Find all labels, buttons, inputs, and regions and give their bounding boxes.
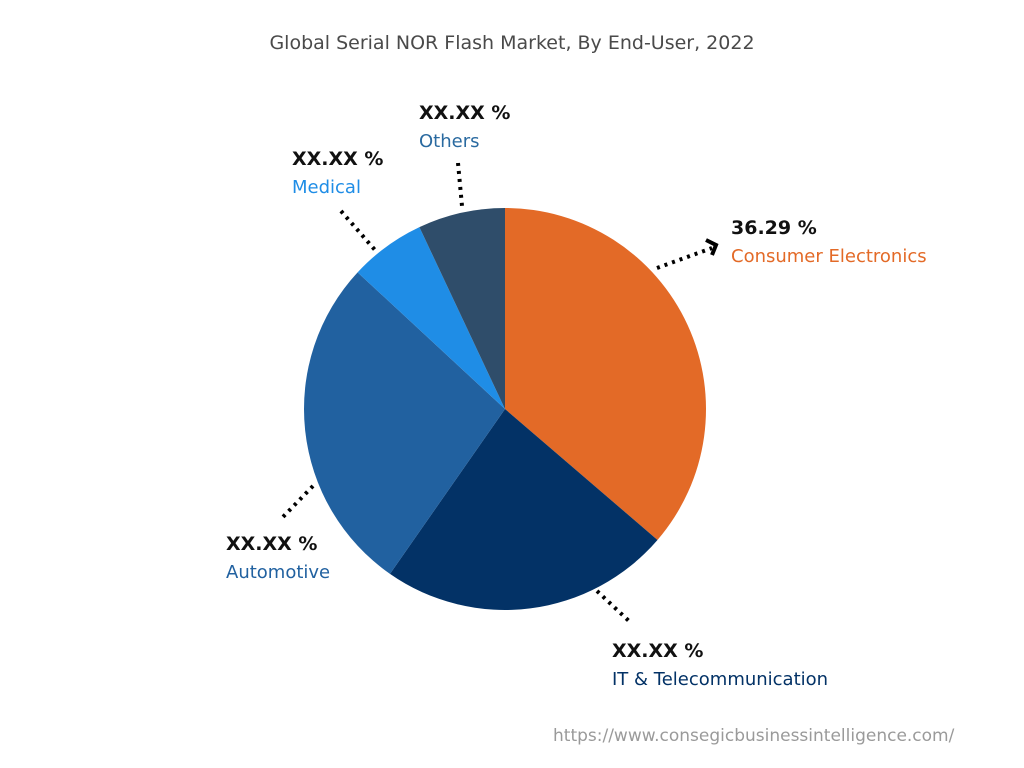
arrow-head-icon bbox=[705, 238, 719, 256]
value-label: XX.XX % bbox=[292, 148, 384, 170]
label-others: XX.XX % Others bbox=[419, 102, 510, 152]
label-medical: XX.XX % Medical bbox=[292, 148, 383, 198]
label-consumer-electronics: 36.29 % Consumer Electronics bbox=[731, 217, 927, 267]
value-label: XX.XX % bbox=[226, 533, 318, 555]
value-label: XX.XX % bbox=[612, 640, 704, 662]
pie-slice-consumer-electronics bbox=[505, 208, 706, 540]
label-automotive: XX.XX % Automotive bbox=[226, 533, 330, 583]
pie-slice-medical bbox=[357, 227, 505, 409]
leader-others bbox=[456, 162, 464, 207]
category-label: Medical bbox=[292, 176, 361, 198]
category-label: Automotive bbox=[226, 561, 331, 583]
chart-title: Global Serial NOR Flash Market, By End-U… bbox=[269, 32, 755, 54]
value-label: XX.XX % bbox=[419, 102, 511, 124]
label-it-telecom: XX.XX % IT & Telecommunication bbox=[612, 640, 828, 690]
leader-automotive bbox=[278, 484, 315, 522]
leader-it-telecom bbox=[595, 589, 632, 624]
category-label: Consumer Electronics bbox=[731, 245, 927, 267]
category-label: Others bbox=[419, 130, 480, 152]
source-url[interactable]: https://www.consegicbusinessintelligence… bbox=[553, 726, 955, 746]
pie-slice-it-telecommunication bbox=[389, 409, 658, 610]
pie-slice-others bbox=[419, 208, 505, 409]
leader-medical bbox=[339, 209, 377, 252]
leader-consumer-electronics bbox=[656, 246, 713, 270]
value-label: 36.29 % bbox=[731, 217, 817, 239]
category-label: IT & Telecommunication bbox=[612, 668, 829, 690]
pie-slice-automotive bbox=[304, 272, 505, 574]
